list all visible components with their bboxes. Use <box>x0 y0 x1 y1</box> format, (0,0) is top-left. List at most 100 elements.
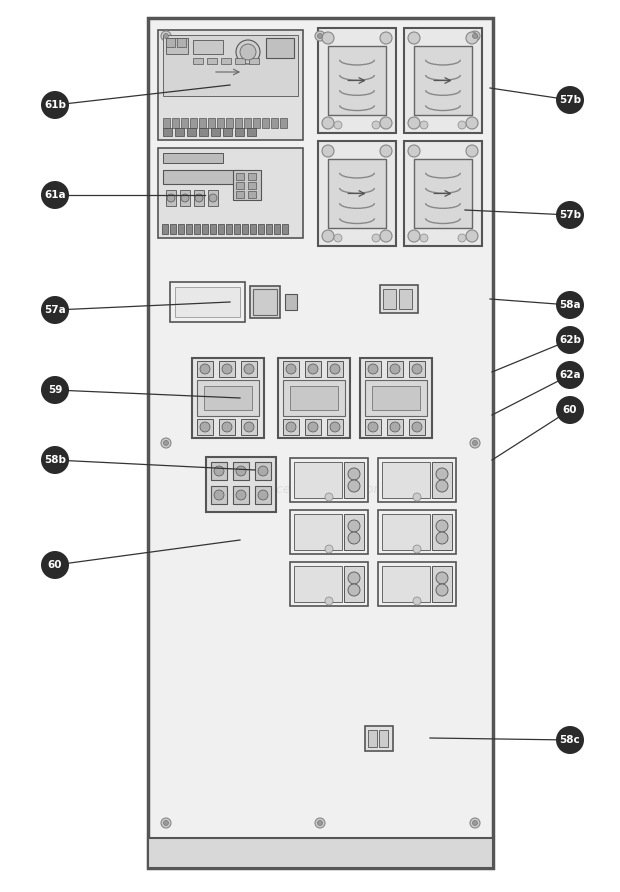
Circle shape <box>472 34 477 38</box>
Circle shape <box>472 821 477 825</box>
Bar <box>234 224 240 234</box>
Bar <box>207 58 217 64</box>
Bar <box>208 190 218 206</box>
Circle shape <box>286 364 296 374</box>
Bar <box>210 224 216 234</box>
Text: 60: 60 <box>48 560 62 570</box>
Bar <box>217 118 224 128</box>
Bar <box>158 30 303 140</box>
Bar <box>166 190 176 206</box>
Bar <box>305 361 321 377</box>
Circle shape <box>412 364 422 374</box>
Bar <box>194 190 204 206</box>
Bar <box>360 358 432 438</box>
Circle shape <box>556 291 584 319</box>
Bar <box>266 224 272 234</box>
Bar <box>409 419 425 435</box>
Circle shape <box>325 545 333 553</box>
Bar <box>163 35 298 95</box>
Bar <box>192 358 264 438</box>
Bar <box>294 566 342 602</box>
Circle shape <box>412 422 422 432</box>
Circle shape <box>317 34 322 38</box>
Bar <box>226 224 232 234</box>
Bar <box>193 58 203 64</box>
Bar <box>235 58 245 64</box>
Circle shape <box>195 194 203 202</box>
Circle shape <box>286 422 296 432</box>
Circle shape <box>466 230 478 242</box>
Bar <box>266 38 294 58</box>
Circle shape <box>458 234 466 242</box>
Bar <box>432 514 452 550</box>
Bar <box>162 224 168 234</box>
Circle shape <box>466 32 478 44</box>
Bar <box>344 514 364 550</box>
Circle shape <box>41 296 69 324</box>
Text: 62a: 62a <box>559 370 581 380</box>
Bar <box>328 46 386 115</box>
Bar <box>218 224 224 234</box>
Circle shape <box>436 468 448 480</box>
Circle shape <box>315 31 325 41</box>
Bar <box>204 386 252 410</box>
Bar <box>241 361 257 377</box>
Bar <box>186 224 192 234</box>
Bar <box>404 141 482 246</box>
Circle shape <box>222 422 232 432</box>
Bar <box>382 514 430 550</box>
Circle shape <box>322 230 334 242</box>
Bar <box>163 153 223 163</box>
Bar <box>365 361 381 377</box>
Circle shape <box>368 364 378 374</box>
Bar <box>233 486 249 504</box>
Bar <box>211 128 220 136</box>
Circle shape <box>420 121 428 129</box>
Bar <box>365 726 393 751</box>
Bar <box>380 285 418 313</box>
Bar <box>248 173 256 180</box>
Bar <box>248 182 256 189</box>
Bar <box>305 419 321 435</box>
Circle shape <box>380 32 392 44</box>
Bar <box>175 128 184 136</box>
Circle shape <box>209 194 217 202</box>
Text: 59: 59 <box>48 385 62 395</box>
Circle shape <box>470 31 480 41</box>
Circle shape <box>322 32 334 44</box>
Circle shape <box>214 490 224 500</box>
Bar <box>255 462 271 480</box>
Bar <box>274 224 280 234</box>
Bar <box>233 170 261 200</box>
Bar <box>262 118 269 128</box>
Bar <box>283 380 345 416</box>
Bar <box>378 562 456 606</box>
Circle shape <box>161 818 171 828</box>
Bar <box>211 462 227 480</box>
Bar <box>206 457 276 512</box>
Bar <box>197 380 259 416</box>
Bar <box>170 282 245 322</box>
Circle shape <box>372 234 380 242</box>
Bar <box>211 486 227 504</box>
Bar <box>278 358 350 438</box>
Circle shape <box>41 181 69 209</box>
Bar <box>175 287 240 317</box>
Bar <box>163 128 172 136</box>
Bar <box>221 58 231 64</box>
Bar <box>372 386 420 410</box>
Bar <box>280 118 287 128</box>
Circle shape <box>348 520 360 532</box>
Bar <box>414 159 472 228</box>
Text: 57b: 57b <box>559 95 581 105</box>
Circle shape <box>161 438 171 448</box>
Circle shape <box>556 86 584 114</box>
Circle shape <box>164 821 169 825</box>
Bar <box>187 128 196 136</box>
Circle shape <box>413 597 421 605</box>
Bar <box>158 148 303 238</box>
Circle shape <box>214 466 224 476</box>
Circle shape <box>200 422 210 432</box>
Bar <box>163 118 170 128</box>
Bar <box>283 361 299 377</box>
